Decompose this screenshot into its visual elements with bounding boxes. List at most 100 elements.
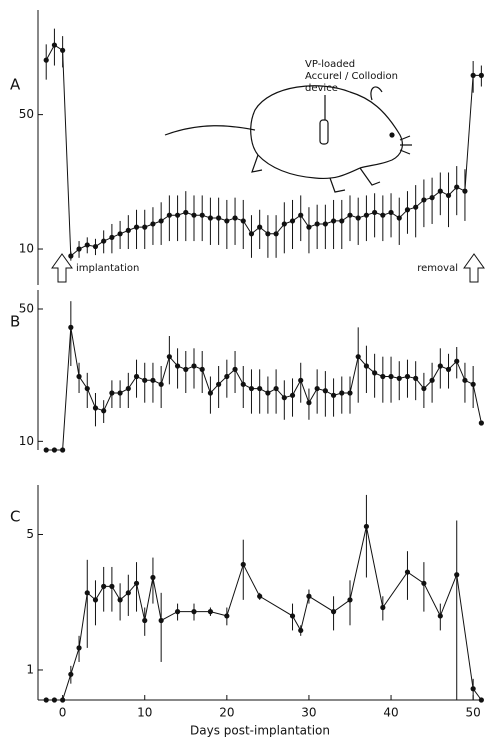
data-point: [207, 215, 214, 221]
data-point: [330, 609, 337, 615]
data-point: [240, 381, 246, 387]
data-point: [462, 377, 468, 383]
y-tick-label: 50: [19, 302, 34, 316]
data-point: [470, 381, 476, 387]
data-point: [454, 358, 460, 364]
data-point: [191, 609, 197, 615]
data-point: [257, 593, 263, 599]
data-point: [199, 366, 205, 372]
data-point: [142, 377, 148, 383]
mouse-illustration: [164, 85, 412, 193]
x-tick-label: 0: [59, 706, 67, 720]
data-point: [437, 363, 443, 369]
x-tick-label: 50: [466, 706, 481, 720]
data-point: [314, 221, 320, 227]
data-point: [330, 392, 337, 398]
data-point: [363, 523, 370, 530]
data-point: [174, 609, 181, 615]
data-point: [158, 617, 164, 624]
data-point: [273, 231, 279, 237]
data-point: [421, 385, 427, 392]
data-point: [347, 597, 353, 603]
data-point: [224, 613, 230, 619]
data-point: [372, 370, 378, 376]
data-point: [421, 197, 427, 203]
data-point: [125, 227, 131, 233]
data-point: [248, 385, 255, 392]
data-point: [232, 215, 238, 221]
data-point: [413, 204, 419, 210]
data-point: [404, 569, 411, 575]
annotation: VP-loaded: [305, 59, 355, 70]
data-point: [133, 224, 140, 230]
implantation-arrow: [51, 253, 73, 283]
data-point: [150, 574, 156, 581]
data-point: [158, 218, 164, 224]
data-point: [109, 390, 115, 396]
data-point: [60, 447, 66, 453]
data-point: [158, 381, 164, 387]
data-point: [84, 385, 90, 392]
panel-label: C: [10, 508, 20, 526]
data-point: [330, 218, 337, 224]
y-tick-label: 10: [19, 242, 34, 256]
data-point: [429, 195, 435, 201]
data-point: [191, 363, 197, 369]
data-point: [51, 447, 58, 453]
data-point: [240, 561, 246, 568]
data-point: [298, 212, 304, 218]
data-point: [322, 221, 328, 227]
panel-label: A: [10, 76, 21, 94]
annotation: Accurel / Collodion: [305, 71, 398, 82]
data-point: [289, 392, 296, 398]
data-point: [92, 597, 99, 603]
data-point: [109, 583, 115, 589]
data-point: [76, 373, 82, 380]
data-point: [84, 242, 90, 248]
data-point: [429, 377, 435, 383]
data-point: [306, 224, 312, 230]
data-point: [101, 583, 107, 589]
data-point: [92, 243, 99, 250]
data-point: [281, 221, 287, 227]
data-point: [273, 385, 279, 392]
data-point: [437, 188, 443, 194]
data-point: [380, 373, 386, 380]
y-tick-label: 10: [19, 434, 34, 448]
data-point: [347, 390, 353, 396]
data-point: [396, 375, 402, 381]
annotation: removal: [417, 263, 458, 274]
data-point: [60, 47, 66, 53]
data-point: [183, 366, 189, 372]
removal-arrow: [463, 253, 485, 283]
data-point: [380, 212, 386, 218]
x-tick-label: 20: [219, 706, 234, 720]
data-point: [117, 597, 123, 603]
data-point: [298, 627, 304, 634]
data-point: [396, 215, 402, 221]
data-point: [372, 209, 378, 216]
data-point: [216, 215, 222, 221]
data-point: [462, 188, 468, 194]
data-point: [101, 408, 107, 414]
data-point: [257, 224, 263, 230]
data-point: [265, 390, 271, 396]
data-point: [363, 363, 370, 369]
data-point: [174, 212, 181, 218]
data-point: [380, 604, 386, 611]
x-axis-label: Days post-implantation: [190, 724, 330, 738]
data-point: [363, 212, 370, 218]
annotation: device: [305, 83, 338, 94]
data-point: [322, 388, 328, 394]
data-point: [109, 234, 115, 240]
data-point: [76, 645, 82, 651]
data-point: [413, 375, 419, 381]
data-point: [133, 373, 140, 380]
data-point: [355, 215, 361, 221]
x-tick-label: 40: [383, 706, 398, 720]
data-point: [248, 231, 255, 237]
annotation: implantation: [76, 263, 139, 274]
data-point: [117, 390, 123, 396]
data-point: [404, 207, 411, 213]
data-point: [306, 400, 312, 406]
